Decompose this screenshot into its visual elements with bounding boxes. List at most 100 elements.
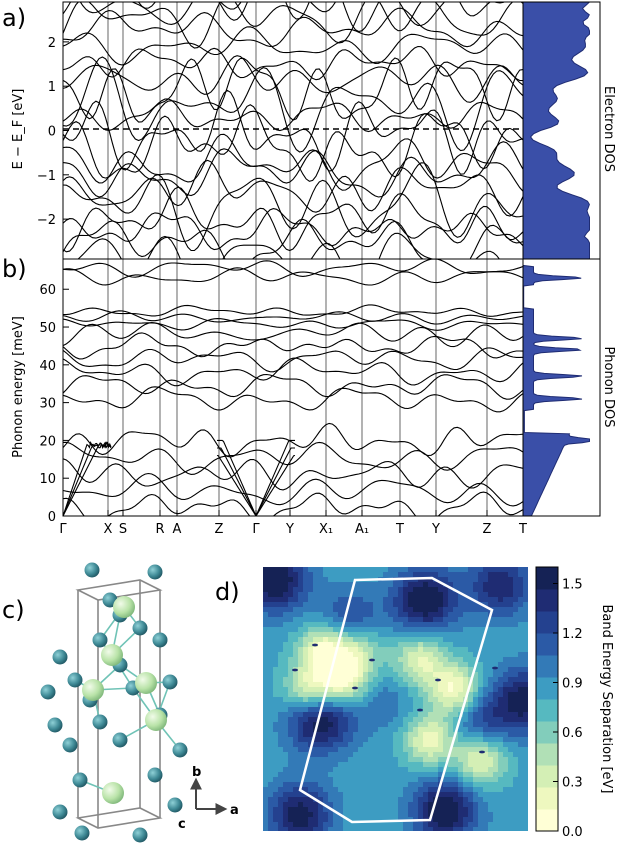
phonon-optical-band	[63, 259, 523, 278]
atoms	[40, 562, 188, 843]
atom-small	[147, 767, 163, 783]
colorbar-tick-label: 0.0	[562, 825, 583, 840]
electron-band	[63, 89, 523, 175]
phonon-optical-band	[63, 267, 523, 286]
phonon-dos-label: Phonon DOS	[601, 346, 616, 427]
atom-large	[82, 679, 104, 701]
electron-band	[63, 141, 523, 198]
colorbar-segment	[536, 677, 558, 700]
phonon-x-tick-label: T	[518, 522, 527, 537]
atom-small	[67, 672, 83, 688]
atom-small	[112, 732, 128, 748]
atom-small	[132, 827, 148, 843]
phonon-x-tick-label: Y	[285, 522, 294, 537]
phonon-y-tick-label: 60	[39, 283, 56, 298]
electron-band	[63, 186, 523, 253]
phonon-y-tick-label: 20	[39, 434, 56, 449]
atom-small	[72, 772, 88, 788]
degeneracy-point	[435, 678, 441, 682]
brillouin-zone-outline	[298, 576, 494, 824]
colorbar-segment	[536, 743, 558, 766]
degeneracy-point	[479, 750, 485, 754]
atom-small	[132, 620, 148, 636]
atom-small	[84, 562, 100, 578]
phonon-x-tick-label: Z	[215, 522, 224, 537]
colorbar-segment	[536, 787, 558, 810]
phonon-y-tick-label: 50	[39, 321, 56, 336]
phonon-optical-band	[63, 422, 523, 458]
phonon-dos-area	[522, 259, 590, 517]
electron-y-tick-label: −1	[37, 169, 56, 184]
phonon-optical-band	[63, 373, 523, 400]
colorbar-segment	[536, 589, 558, 612]
phonon-optical-band	[63, 441, 523, 475]
phonon-optical-band	[63, 322, 523, 348]
phonon-optical-band	[63, 458, 523, 491]
degeneracy-point	[352, 686, 358, 690]
phonon-acoustic-band	[255, 447, 295, 516]
atom-large	[102, 782, 124, 804]
phonon-y-tick-label: 0	[48, 510, 56, 525]
phonon-x-tick-label: T	[395, 522, 404, 537]
electron-band	[63, 218, 523, 259]
electron-band	[63, 133, 523, 192]
phonon-y-tick-label: 40	[39, 359, 56, 374]
atom-small	[92, 632, 108, 648]
colorbar-segment	[536, 611, 558, 634]
phonon-optical-band	[63, 357, 523, 387]
electron-band	[63, 56, 523, 153]
phonon-optical-band	[63, 347, 523, 373]
degeneracy-point	[417, 708, 423, 712]
atom-small	[47, 717, 63, 733]
colorbar-tick-label: 1.2	[562, 627, 583, 642]
atom-small	[147, 564, 163, 580]
phonon-acoustic-band	[217, 447, 257, 516]
electron-dos-label: Electron DOS	[601, 86, 616, 172]
colorbar-segment	[536, 655, 558, 678]
colorbar-segment	[536, 809, 558, 832]
phonon-x-ticks: Γ X S R A Z Γ Y X₁ A₁ T Y Z T	[59, 510, 527, 537]
electron-band	[63, 2, 523, 49]
phonon-x-tick-label: S	[119, 522, 127, 537]
atom-small	[152, 632, 168, 648]
phonon-optical-band	[63, 491, 523, 516]
atom-small	[172, 742, 188, 758]
colorbar: 0.0 0.3 0.6 0.9 1.2 1.5	[535, 566, 583, 840]
phonon-x-tick-label: Γ	[252, 522, 260, 537]
phonon-acoustic-band	[63, 440, 112, 516]
phonon-x-tick-label: Y	[431, 522, 440, 537]
panel-label-a: a)	[2, 4, 26, 32]
electron-band	[79, 2, 506, 33]
electron-band	[63, 208, 523, 251]
colorbar-tick-label: 0.9	[562, 677, 583, 692]
degeneracy-point	[369, 658, 375, 662]
atom-large	[135, 672, 157, 694]
band-separation-map	[263, 567, 528, 831]
electron-band	[63, 159, 523, 217]
electron-band	[63, 162, 523, 252]
degeneracy-point	[292, 668, 298, 672]
phonon-acoustic-band	[255, 439, 295, 516]
atom-small	[62, 737, 78, 753]
axis-b-label: b	[192, 765, 201, 780]
phonon-optical-band	[63, 318, 523, 331]
phonon-x-tick-label: Z	[483, 522, 492, 537]
phonon-optical-band	[63, 332, 523, 360]
atom-small	[162, 674, 178, 690]
electron-y-tick-label: −2	[37, 213, 56, 228]
colorbar-segment	[536, 721, 558, 744]
atom-small	[40, 684, 56, 700]
atom-small	[92, 714, 108, 730]
atom-small	[52, 804, 68, 820]
phonon-acoustic-band	[216, 454, 257, 516]
colorbar-tick-label: 1.5	[562, 578, 583, 593]
electron-band-lines	[63, 2, 523, 259]
phonon-x-tick-label: R	[155, 522, 164, 537]
electron-y-axis: −2 −1 0 1 2	[37, 36, 69, 228]
panel-label-b: b)	[2, 255, 27, 283]
axis-triad: b a c	[178, 765, 239, 832]
phonon-y-tick-label: 10	[39, 472, 56, 487]
electron-band	[63, 57, 523, 123]
panel-label-c: c)	[2, 596, 25, 624]
